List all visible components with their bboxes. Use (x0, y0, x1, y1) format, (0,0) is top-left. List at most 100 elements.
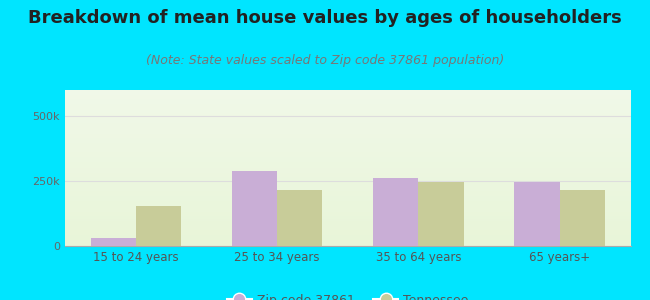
Bar (65, 202, 630, 204)
Bar (65, 188, 630, 190)
Bar (65, 163, 630, 165)
Bar (65, 198, 630, 199)
Bar (65, 179, 630, 181)
Bar (65, 193, 630, 194)
Bar (277, 190, 322, 246)
Bar (65, 140, 630, 142)
Bar (65, 92, 630, 93)
Bar (65, 116, 630, 118)
Bar (65, 138, 630, 140)
Bar (65, 113, 630, 115)
Bar (65, 226, 630, 227)
Bar (65, 99, 630, 101)
Bar (65, 238, 630, 240)
Text: (Note: State values scaled to Zip code 37861 population): (Note: State values scaled to Zip code 3… (146, 54, 504, 67)
Bar (65, 224, 630, 226)
Bar (65, 149, 630, 151)
Bar (65, 196, 630, 198)
Bar (65, 244, 630, 246)
Bar (65, 185, 630, 187)
Bar (560, 190, 604, 246)
Bar (419, 182, 463, 246)
Bar (65, 169, 630, 171)
Bar (65, 104, 630, 106)
Bar (65, 168, 630, 170)
Bar (65, 126, 630, 128)
Bar (136, 206, 181, 246)
Bar (65, 118, 630, 120)
Bar (65, 215, 630, 216)
Bar (65, 155, 630, 157)
Bar (65, 243, 630, 244)
Bar (65, 223, 630, 224)
Bar (65, 174, 630, 176)
Bar (65, 120, 630, 121)
Bar (65, 98, 630, 99)
Bar (65, 110, 630, 112)
Bar (65, 137, 630, 138)
Bar (91, 238, 136, 246)
Bar (514, 182, 560, 246)
Bar (65, 93, 630, 95)
Bar (65, 106, 630, 107)
Bar (65, 227, 630, 229)
Bar (373, 178, 419, 246)
Legend: Zip code 37861, Tennessee: Zip code 37861, Tennessee (222, 289, 474, 300)
Bar (65, 103, 630, 104)
Bar (65, 182, 630, 184)
Bar (65, 115, 630, 116)
Bar (65, 123, 630, 124)
Bar (65, 167, 630, 168)
Bar (65, 124, 630, 126)
Bar (65, 194, 630, 196)
Bar (65, 173, 630, 174)
Bar (65, 112, 630, 113)
Bar (65, 109, 630, 110)
Bar (65, 237, 630, 238)
Bar (65, 132, 630, 134)
Bar (65, 235, 630, 237)
Bar (65, 143, 630, 145)
Bar (65, 157, 630, 159)
Bar (232, 171, 277, 246)
Bar (65, 199, 630, 201)
Bar (65, 134, 630, 135)
Bar (65, 177, 630, 179)
Bar (65, 208, 630, 210)
Bar (65, 130, 630, 132)
Bar (65, 176, 630, 177)
Bar (65, 204, 630, 206)
Bar (65, 171, 630, 173)
Bar (65, 216, 630, 218)
Bar (65, 240, 630, 241)
Bar (65, 151, 630, 152)
Bar (65, 190, 630, 191)
Bar (65, 218, 630, 220)
Bar (65, 146, 630, 148)
Bar (65, 96, 630, 98)
Bar (65, 128, 630, 129)
Bar (65, 206, 630, 207)
Bar (65, 184, 630, 185)
Bar (65, 142, 630, 143)
Bar (65, 129, 630, 130)
Bar (65, 212, 630, 213)
Bar (65, 162, 630, 163)
Bar (65, 145, 630, 146)
Bar (65, 241, 630, 243)
Bar (65, 154, 630, 155)
Bar (65, 201, 630, 202)
Bar (65, 95, 630, 96)
Text: Breakdown of mean house values by ages of householders: Breakdown of mean house values by ages o… (28, 9, 622, 27)
Bar (65, 181, 630, 182)
Bar (65, 191, 630, 193)
Bar (65, 165, 630, 166)
Bar (65, 160, 630, 162)
Bar (65, 230, 630, 232)
Bar (65, 152, 630, 154)
Bar (65, 213, 630, 215)
Bar (65, 107, 630, 109)
Bar (65, 210, 630, 212)
Bar (65, 187, 630, 188)
Bar (65, 220, 630, 221)
